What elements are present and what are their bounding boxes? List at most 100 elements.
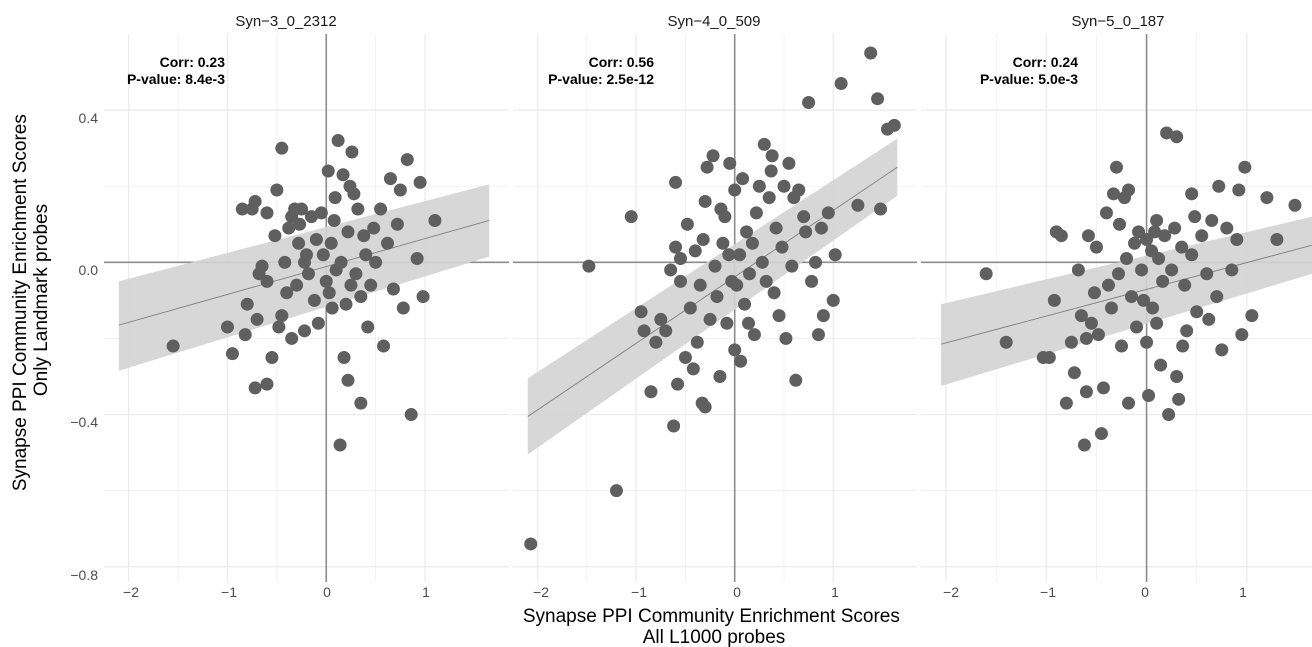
data-point [307, 293, 321, 307]
data-point [1220, 221, 1234, 235]
data-point [1188, 210, 1202, 224]
data-point [1094, 427, 1108, 441]
data-point [1074, 309, 1088, 323]
data-point [1089, 240, 1103, 254]
data-point [1200, 267, 1214, 281]
data-point [700, 160, 714, 174]
data-point [797, 210, 811, 224]
data-point [775, 240, 789, 254]
data-point [337, 350, 351, 364]
data-point [1190, 305, 1204, 319]
data-point [609, 484, 623, 498]
x-tick-label: 1 [1239, 584, 1247, 600]
data-point [765, 149, 779, 163]
data-point [1238, 160, 1252, 174]
data-point [413, 175, 427, 189]
data-point [1170, 370, 1184, 383]
pvalue-annotation: P-value: 2.5e-12 [548, 71, 654, 87]
data-point [686, 362, 700, 376]
data-point [811, 328, 825, 342]
data-point [339, 297, 353, 311]
data-point [745, 236, 759, 250]
data-point [779, 331, 793, 345]
data-point [349, 267, 363, 281]
data-point [354, 290, 368, 304]
data-point [730, 278, 744, 292]
data-point [1087, 286, 1101, 300]
x-tick-label: 1 [422, 584, 430, 600]
data-point [325, 301, 339, 315]
data-point [268, 229, 282, 243]
data-point [410, 252, 424, 266]
data-point [706, 149, 720, 163]
data-point [248, 381, 262, 395]
data-point [1178, 278, 1192, 292]
data-point [1084, 316, 1098, 330]
data-point [311, 316, 325, 330]
data-point [874, 202, 888, 216]
data-point [690, 335, 704, 349]
data-point [1112, 267, 1126, 281]
y-tick-label: −0.4 [70, 414, 98, 430]
data-point [322, 286, 336, 300]
data-point [1079, 385, 1093, 399]
data-point [740, 225, 754, 239]
data-point [762, 191, 776, 205]
data-point [674, 274, 688, 288]
data-point [1212, 179, 1226, 193]
data-point [1059, 396, 1073, 410]
data-point [235, 202, 249, 216]
data-point [669, 175, 683, 189]
data-point [887, 118, 901, 132]
data-point [1288, 198, 1302, 212]
data-point [292, 236, 306, 250]
data-point [361, 320, 375, 334]
panel-strip-title: Syn−3_0_2312 [235, 13, 336, 30]
data-point [747, 328, 761, 342]
data-point [1235, 328, 1249, 342]
data-point [1230, 233, 1244, 246]
data-point [270, 183, 284, 197]
data-point [1175, 240, 1189, 254]
x-tick-label: 1 [831, 584, 839, 600]
data-point [1122, 396, 1136, 410]
data-point [1168, 221, 1182, 235]
data-point [272, 320, 286, 334]
data-point [364, 278, 378, 292]
data-point [341, 373, 355, 387]
data-point [828, 248, 842, 262]
data-point [979, 267, 993, 281]
data-point [1096, 381, 1110, 395]
data-point [834, 76, 848, 90]
data-point [1091, 328, 1105, 342]
data-point [634, 305, 648, 319]
data-point [582, 259, 596, 273]
data-point [316, 248, 330, 262]
data-point [821, 206, 835, 220]
data-point [386, 282, 400, 296]
data-point [695, 396, 709, 410]
panel-strip-title: Syn−5_0_187 [1071, 13, 1164, 30]
data-point [1154, 358, 1168, 372]
data-point [298, 255, 312, 269]
data-point [782, 156, 796, 170]
data-point [1215, 343, 1229, 357]
data-point [772, 309, 786, 323]
data-point [693, 278, 707, 292]
data-point [1064, 335, 1078, 349]
data-point [381, 236, 394, 250]
x-axis-title-line-2: All L1000 probes [643, 627, 786, 647]
data-point [1101, 278, 1115, 292]
data-point [1104, 301, 1118, 315]
data-point [1113, 217, 1127, 231]
data-point [166, 339, 180, 353]
data-point [1071, 263, 1085, 277]
data-point [301, 267, 315, 281]
data-point [334, 255, 348, 269]
data-point [1160, 126, 1174, 140]
x-tick-labels: −2 −1 0 1 [943, 584, 1247, 600]
data-point [816, 309, 830, 323]
data-point [755, 255, 769, 269]
data-point [722, 248, 736, 262]
data-point [1120, 252, 1134, 266]
